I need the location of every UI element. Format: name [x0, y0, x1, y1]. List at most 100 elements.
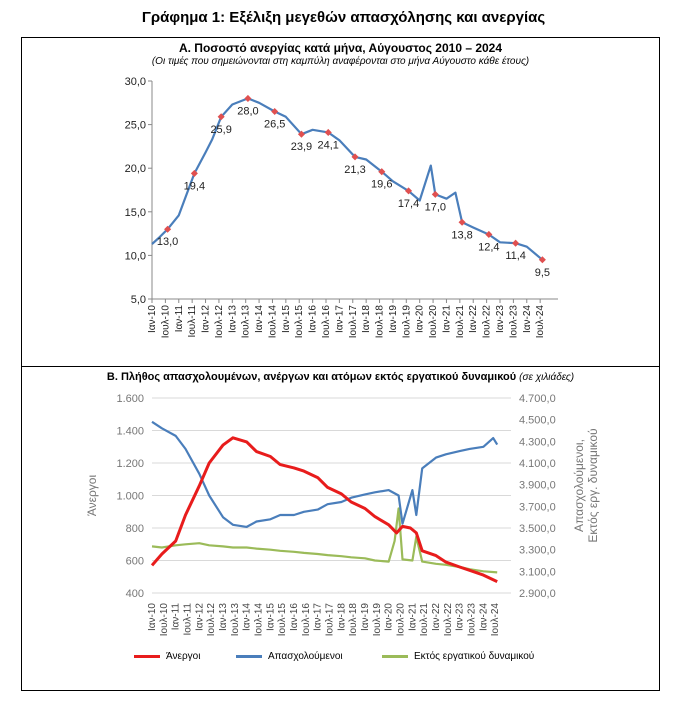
y2-tick-label: 4.100,0	[519, 458, 556, 470]
x-tick-label: Ιουλ-11	[183, 603, 194, 636]
data-label: 28,0	[237, 105, 258, 117]
x-tick-label: Ιουλ-22	[443, 603, 454, 637]
x-tick-label: Ιαν-17	[334, 305, 345, 333]
data-label: 11,4	[505, 250, 526, 262]
x-tick-label: Ιουλ-17	[348, 305, 359, 339]
y-tick-label: 800	[126, 523, 144, 535]
x-tick-label: Ιαν-23	[455, 603, 466, 631]
august-marker	[271, 107, 279, 116]
data-label: 26,5	[264, 119, 285, 131]
x-tick-label: Ιαν-22	[431, 603, 442, 631]
legend-item-inactive: Εκτός εργατικού δυναμικού	[382, 651, 534, 662]
x-tick-label: Ιαν-21	[441, 305, 452, 333]
x-tick-label: Ιαν-18	[361, 305, 372, 333]
x-tick-label: Ιουλ-13	[230, 603, 241, 637]
legend-swatch-employed	[236, 655, 262, 658]
x-tick-label: Ιουλ-15	[294, 305, 305, 339]
x-tick-label: Ιαν-13	[218, 603, 229, 631]
x-tick-label: Ιουλ-12	[214, 305, 225, 339]
x-tick-label: Ιαν-12	[201, 305, 212, 333]
x-tick-label: Ιαν-11	[174, 305, 185, 333]
august-marker	[431, 190, 439, 198]
legend-item-employed: Απασχολούμενοι	[236, 651, 343, 662]
x-tick-label: Ιουλ-24	[535, 305, 546, 339]
x-tick-label: Ιουλ-11	[187, 305, 198, 338]
data-label: 17,0	[425, 201, 446, 213]
august-marker	[164, 225, 172, 233]
x-tick-label: Ιαν-14	[254, 305, 265, 333]
data-label: 19,4	[184, 180, 205, 192]
x-tick-label: Ιουλ-13	[241, 305, 252, 339]
y2-tick-label: 3.500,0	[519, 523, 556, 535]
x-tick-label: Ιαν-19	[360, 603, 371, 631]
y-tick-label: 30,0	[125, 76, 146, 88]
x-tick-label: Ιουλ-14	[267, 305, 278, 339]
x-tick-label: Ιουλ-14	[254, 603, 265, 637]
y-tick-label: 25,0	[125, 120, 146, 132]
y2-tick-label: 3.700,0	[519, 501, 556, 513]
x-tick-label: Ιαν-16	[289, 603, 300, 631]
y2-axis-title: Εκτός εργ. δυναμικού	[586, 428, 600, 542]
data-label: 12,4	[478, 241, 499, 253]
x-tick-label: Ιαν-20	[384, 603, 395, 631]
data-label: 23,9	[291, 141, 312, 153]
august-marker	[378, 168, 386, 176]
x-tick-label: Ιαν-19	[388, 305, 399, 333]
x-tick-label: Ιουλ-17	[325, 603, 336, 637]
panel-a-title: Α. Ποσοστό ανεργίας κατά μήνα, Αύγουστος…	[178, 41, 503, 55]
x-tick-label: Ιουλ-22	[482, 305, 493, 339]
panel-b-title: Β. Πλήθος απασχολουμένων, ανέργων και ατ…	[106, 371, 517, 383]
x-tick-label: Ιουλ-16	[301, 603, 312, 637]
y2-tick-label: 4.500,0	[519, 415, 556, 427]
data-label: 21,3	[344, 164, 365, 176]
panel-a-subtitle: (Οι τιμές που σημειώνονται στη καμπύλη α…	[151, 56, 530, 67]
x-tick-label: Ιαν-21	[407, 603, 418, 631]
y-tick-label: 10,0	[125, 250, 146, 262]
august-marker	[405, 187, 413, 195]
y-tick-label: 15,0	[125, 207, 146, 219]
page-title: Γράφημα 1: Εξέλιξη μεγεθών απασχόλησης κ…	[141, 9, 546, 26]
august-marker	[512, 239, 520, 247]
y2-tick-label: 2.900,0	[519, 588, 556, 600]
y-tick-label: 1.000	[116, 491, 144, 503]
y-tick-label: 1.600	[116, 393, 144, 405]
legend-label-employed: Απασχολούμενοι	[268, 651, 343, 662]
x-tick-label: Ιουλ-16	[321, 305, 332, 339]
x-tick-label: Ιαν-20	[415, 305, 426, 333]
x-tick-label: Ιουλ-15	[277, 603, 288, 637]
panel-b-title-note: (σε χιλιάδες)	[519, 372, 575, 383]
x-tick-label: Ιουλ-20	[428, 305, 439, 339]
august-marker	[324, 128, 332, 136]
x-tick-label: Ιαν-12	[194, 603, 205, 631]
x-tick-label: Ιουλ-10	[160, 305, 171, 339]
legend-label-unemployed: Άνεργοι	[166, 651, 201, 662]
y2-tick-label: 3.900,0	[519, 480, 556, 492]
x-tick-label: Ιουλ-12	[206, 603, 217, 637]
x-tick-label: Ιαν-10	[147, 603, 158, 631]
x-tick-label: Ιαν-17	[313, 603, 324, 631]
x-tick-label: Ιουλ-19	[372, 603, 383, 637]
x-tick-label: Ιαν-18	[336, 603, 347, 631]
y-tick-label: 600	[126, 556, 144, 568]
x-tick-label: Ιαν-13	[227, 305, 238, 333]
y-tick-label: 400	[126, 588, 144, 600]
data-label: 19,6	[371, 179, 392, 191]
august-marker	[351, 153, 359, 161]
x-tick-label: Ιαν-14	[242, 603, 253, 631]
legend-swatch-inactive	[382, 655, 408, 658]
august-marker	[538, 256, 546, 264]
legend-item-unemployed: Άνεργοι	[134, 651, 200, 662]
unemployment-rate-line	[151, 97, 544, 261]
legend-label-inactive: Εκτός εργατικού δυναμικού	[414, 651, 535, 662]
x-tick-label: Ιουλ-18	[348, 603, 359, 637]
unemployed-series-line	[150, 436, 498, 583]
employed-series-line	[151, 420, 499, 529]
x-tick-label: Ιουλ-23	[508, 305, 519, 339]
data-label: 13,8	[451, 229, 472, 241]
y-tick-label: 1.200	[116, 458, 144, 470]
data-label: 24,1	[318, 139, 339, 151]
august-marker	[244, 94, 252, 102]
panel-divider	[21, 366, 660, 367]
x-tick-label: Ιαν-15	[281, 305, 292, 333]
august-marker	[217, 113, 225, 121]
